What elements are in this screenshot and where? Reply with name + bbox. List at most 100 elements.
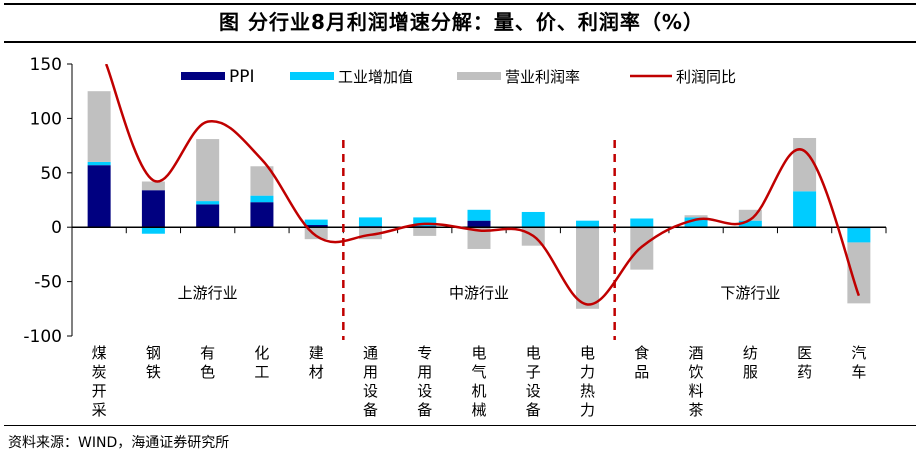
y-tick-label-50: 50: [40, 164, 62, 184]
bar-ppi-0: [87, 165, 111, 228]
legend-label-2: 营业利润率: [505, 68, 580, 86]
y-tick-label-100: 100: [30, 109, 62, 129]
x-label-2: 有: [200, 344, 215, 362]
x-label-13: 医: [797, 344, 812, 362]
x-label-1: 铁: [146, 363, 161, 381]
bar-value-added-5: [358, 217, 382, 227]
bar-value-added-14: [847, 228, 871, 243]
legend-swatch-1: [290, 72, 334, 80]
bar-ppi-7: [467, 220, 491, 228]
bar-value-added-0: [87, 161, 111, 166]
x-label-14: 汽: [851, 344, 866, 362]
x-label-6: 专: [417, 344, 432, 362]
x-label-8: 电: [526, 344, 541, 362]
x-label-11: 茶: [689, 401, 704, 419]
x-label-6: 用: [417, 363, 432, 381]
source-note: 资料来源：WIND，海通证券研究所: [8, 435, 230, 451]
bar-margin-10: [630, 227, 654, 270]
bar-value-added-7: [467, 209, 491, 221]
x-label-1: 钢: [146, 344, 161, 362]
x-label-6: 设: [417, 382, 432, 400]
bar-margin-13: [793, 137, 817, 192]
bar-value-added-12: [738, 220, 762, 228]
bar-margin-7: [467, 227, 491, 249]
bar-value-added-11: [684, 217, 708, 228]
bar-value-added-10: [630, 218, 654, 228]
bar-ppi-3: [250, 202, 274, 228]
legend-label-0: PPI: [229, 67, 255, 87]
x-label-5: 备: [363, 401, 378, 419]
bar-value-added-3: [250, 195, 274, 203]
bar-margin-11: [684, 215, 708, 218]
bar-margin-1: [141, 181, 165, 191]
x-label-14: 车: [851, 363, 866, 381]
legend-label-1: 工业增加值: [338, 68, 413, 86]
bar-margin-12: [738, 209, 762, 221]
x-label-0: 炭: [92, 363, 107, 381]
bar-ppi-4: [304, 225, 328, 228]
bar-margin-14: [847, 242, 871, 304]
chart-title: 图 分行业8月利润增速分解：量、价、利润率（%）: [219, 10, 704, 34]
x-label-7: 械: [471, 401, 486, 419]
title-rule: [4, 41, 916, 43]
x-label-13: 药: [797, 363, 812, 381]
bar-margin-9: [576, 228, 600, 309]
bar-margin-2: [196, 139, 220, 202]
x-label-9: 热: [580, 382, 595, 400]
x-label-0: 采: [92, 401, 107, 419]
x-label-12: 纺: [743, 344, 758, 362]
y-tick-label-0: 0: [51, 218, 62, 238]
x-label-11: 酒: [689, 344, 704, 362]
bottom-rule: [4, 425, 916, 426]
bar-value-added-8: [521, 211, 545, 228]
section-label-0: 上游行业: [178, 284, 238, 302]
legend-swatch-2: [457, 72, 501, 80]
bar-margin-6: [413, 227, 437, 236]
bar-margin-3: [250, 166, 274, 196]
legend-label-3: 利润同比: [676, 68, 736, 86]
legend-swatch-0: [181, 72, 225, 80]
line-profit-yoy: [104, 64, 861, 306]
x-label-9: 力: [580, 363, 595, 381]
bar-value-added-4: [304, 219, 328, 226]
x-label-7: 机: [471, 382, 486, 400]
x-label-5: 通: [363, 344, 378, 362]
x-label-9: 力: [580, 401, 595, 419]
section-label-2: 下游行业: [720, 284, 780, 302]
x-label-3: 化: [254, 344, 269, 362]
x-label-7: 电: [471, 344, 486, 362]
x-label-5: 用: [363, 363, 378, 381]
x-label-4: 材: [309, 363, 324, 381]
x-label-3: 工: [254, 363, 269, 381]
bar-value-added-9: [576, 220, 600, 228]
bar-value-added-2: [196, 201, 220, 205]
x-label-8: 设: [526, 382, 541, 400]
bar-margin-4: [304, 227, 328, 240]
x-label-2: 色: [200, 363, 215, 381]
x-label-10: 品: [634, 363, 649, 381]
x-label-8: 子: [526, 363, 541, 381]
top-rule: [4, 3, 916, 5]
y-tick-label-150: 150: [30, 55, 62, 75]
x-label-8: 备: [526, 401, 541, 419]
x-label-11: 饮: [689, 363, 704, 381]
y-tick-label--100: -100: [23, 327, 62, 347]
x-label-10: 食: [634, 344, 649, 362]
y-tick-label--50: -50: [34, 273, 62, 293]
x-label-9: 电: [580, 344, 595, 362]
x-label-12: 服: [743, 363, 758, 381]
bar-value-added-6: [413, 217, 437, 227]
x-label-6: 备: [417, 401, 432, 419]
bar-ppi-2: [196, 204, 220, 228]
bar-value-added-1: [141, 227, 165, 234]
x-label-11: 料: [689, 382, 704, 400]
bar-value-added-13: [793, 191, 817, 228]
bar-ppi-1: [141, 190, 165, 228]
bar-margin-0: [87, 91, 111, 162]
x-label-0: 开: [92, 382, 107, 400]
x-label-7: 气: [471, 363, 486, 381]
bar-margin-5: [358, 227, 382, 240]
x-label-5: 设: [363, 382, 378, 400]
x-label-0: 煤: [92, 344, 107, 362]
